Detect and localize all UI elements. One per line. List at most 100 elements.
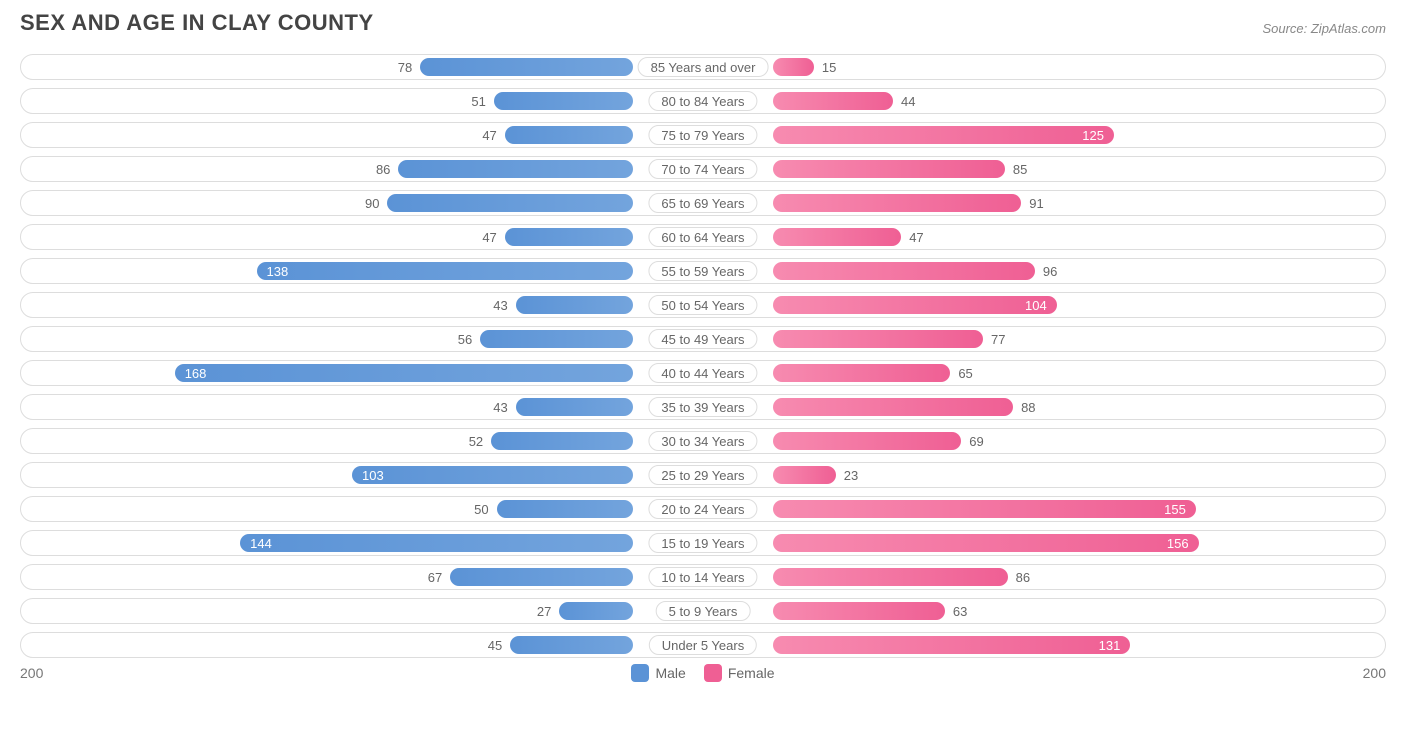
- age-row: 438835 to 39 Years: [20, 394, 1386, 420]
- age-category-label: 65 to 69 Years: [648, 193, 757, 213]
- chart-header: SEX AND AGE IN CLAY COUNTY Source: ZipAt…: [20, 10, 1386, 42]
- legend-item-female: Female: [704, 664, 775, 682]
- age-category-label: 60 to 64 Years: [648, 227, 757, 247]
- legend-swatch-male: [631, 664, 649, 682]
- female-bar: 131: [773, 636, 1130, 654]
- age-row: 1044350 to 54 Years: [20, 292, 1386, 318]
- female-value: 69: [969, 432, 983, 450]
- female-bar: [773, 228, 901, 246]
- male-value: 43: [493, 398, 507, 416]
- age-category-label: 25 to 29 Years: [648, 465, 757, 485]
- female-value: 47: [909, 228, 923, 246]
- age-row: 1254775 to 79 Years: [20, 122, 1386, 148]
- female-value: 15: [822, 58, 836, 76]
- legend-swatch-female: [704, 664, 722, 682]
- female-value: 85: [1013, 160, 1027, 178]
- female-bar: [773, 398, 1013, 416]
- age-row: 155 50 20 to 24 Years: [20, 496, 1386, 522]
- age-row: 78 15 85 Years and over: [20, 54, 1386, 80]
- male-bar: [398, 160, 633, 178]
- age-category-label: 85 Years and over: [638, 57, 769, 77]
- female-bar: [773, 330, 983, 348]
- age-row: 168 65 40 to 44 Years: [20, 360, 1386, 386]
- female-value: 156: [1167, 537, 1189, 550]
- female-value: 63: [953, 602, 967, 620]
- male-value: 86: [376, 160, 390, 178]
- male-value: 27: [537, 602, 551, 620]
- female-bar: [773, 432, 961, 450]
- male-value: 67: [428, 568, 442, 586]
- age-row: 678610 to 14 Years: [20, 564, 1386, 590]
- male-bar: 138: [257, 262, 633, 280]
- male-value: 51: [471, 92, 485, 110]
- female-value: 65: [958, 364, 972, 382]
- female-value: 96: [1043, 262, 1057, 280]
- age-category-label: 55 to 59 Years: [648, 261, 757, 281]
- female-value: 91: [1029, 194, 1043, 212]
- legend-item-male: Male: [631, 664, 685, 682]
- age-row: 27635 to 9 Years: [20, 598, 1386, 624]
- male-value: 90: [365, 194, 379, 212]
- male-value: 50: [474, 500, 488, 518]
- age-category-label: 70 to 74 Years: [648, 159, 757, 179]
- age-category-label: 75 to 79 Years: [648, 125, 757, 145]
- female-bar: [773, 568, 1008, 586]
- chart-source: Source: ZipAtlas.com: [1262, 21, 1386, 36]
- age-row: 51 44 80 to 84 Years: [20, 88, 1386, 114]
- chart-footer: 200 Male Female 200: [20, 664, 1386, 682]
- source-prefix: Source:: [1262, 21, 1310, 36]
- male-bar: [516, 398, 633, 416]
- age-category-label: 35 to 39 Years: [648, 397, 757, 417]
- age-row: 13145Under 5 Years: [20, 632, 1386, 658]
- female-bar: 104: [773, 296, 1057, 314]
- female-value: 44: [901, 92, 915, 110]
- female-bar: 156: [773, 534, 1199, 552]
- age-category-label: 20 to 24 Years: [648, 499, 757, 519]
- female-value: 23: [844, 466, 858, 484]
- female-bar: [773, 92, 893, 110]
- age-category-label: 80 to 84 Years: [648, 91, 757, 111]
- female-value: 131: [1099, 639, 1121, 652]
- female-value: 77: [991, 330, 1005, 348]
- female-bar: 155: [773, 500, 1196, 518]
- age-category-label: 10 to 14 Years: [648, 567, 757, 587]
- axis-max-right: 200: [1363, 665, 1386, 681]
- male-bar: 103: [352, 466, 633, 484]
- male-value: 78: [398, 58, 412, 76]
- male-value: 56: [458, 330, 472, 348]
- female-bar: [773, 160, 1005, 178]
- male-value: 47: [482, 126, 496, 144]
- male-bar: [510, 636, 633, 654]
- male-value: 45: [488, 636, 502, 654]
- male-bar: [505, 126, 633, 144]
- male-value: 47: [482, 228, 496, 246]
- age-row: 90 91 65 to 69 Years: [20, 190, 1386, 216]
- age-row: 52 69 30 to 34 Years: [20, 428, 1386, 454]
- male-bar: [494, 92, 633, 110]
- male-bar: [387, 194, 633, 212]
- age-category-label: 15 to 19 Years: [648, 533, 757, 553]
- age-row: 47 47 60 to 64 Years: [20, 224, 1386, 250]
- male-value: 52: [469, 432, 483, 450]
- legend-label-male: Male: [655, 665, 685, 681]
- female-value: 104: [1025, 299, 1047, 312]
- age-row: 86 85 70 to 74 Years: [20, 156, 1386, 182]
- age-category-label: 45 to 49 Years: [648, 329, 757, 349]
- age-category-label: 40 to 44 Years: [648, 363, 757, 383]
- female-bar: [773, 194, 1021, 212]
- axis-max-left: 200: [20, 665, 43, 681]
- age-category-label: 30 to 34 Years: [648, 431, 757, 451]
- female-bar: [773, 466, 836, 484]
- age-row: 144 156 15 to 19 Years: [20, 530, 1386, 556]
- male-bar: [480, 330, 633, 348]
- male-value: 168: [185, 367, 207, 380]
- legend-label-female: Female: [728, 665, 775, 681]
- male-bar: [491, 432, 633, 450]
- male-bar: [497, 500, 633, 518]
- chart-legend: Male Female: [631, 664, 774, 682]
- source-name: ZipAtlas.com: [1311, 21, 1386, 36]
- female-bar: [773, 364, 950, 382]
- age-row: 56 77 45 to 49 Years: [20, 326, 1386, 352]
- male-value: 144: [250, 537, 272, 550]
- female-bar: [773, 262, 1035, 280]
